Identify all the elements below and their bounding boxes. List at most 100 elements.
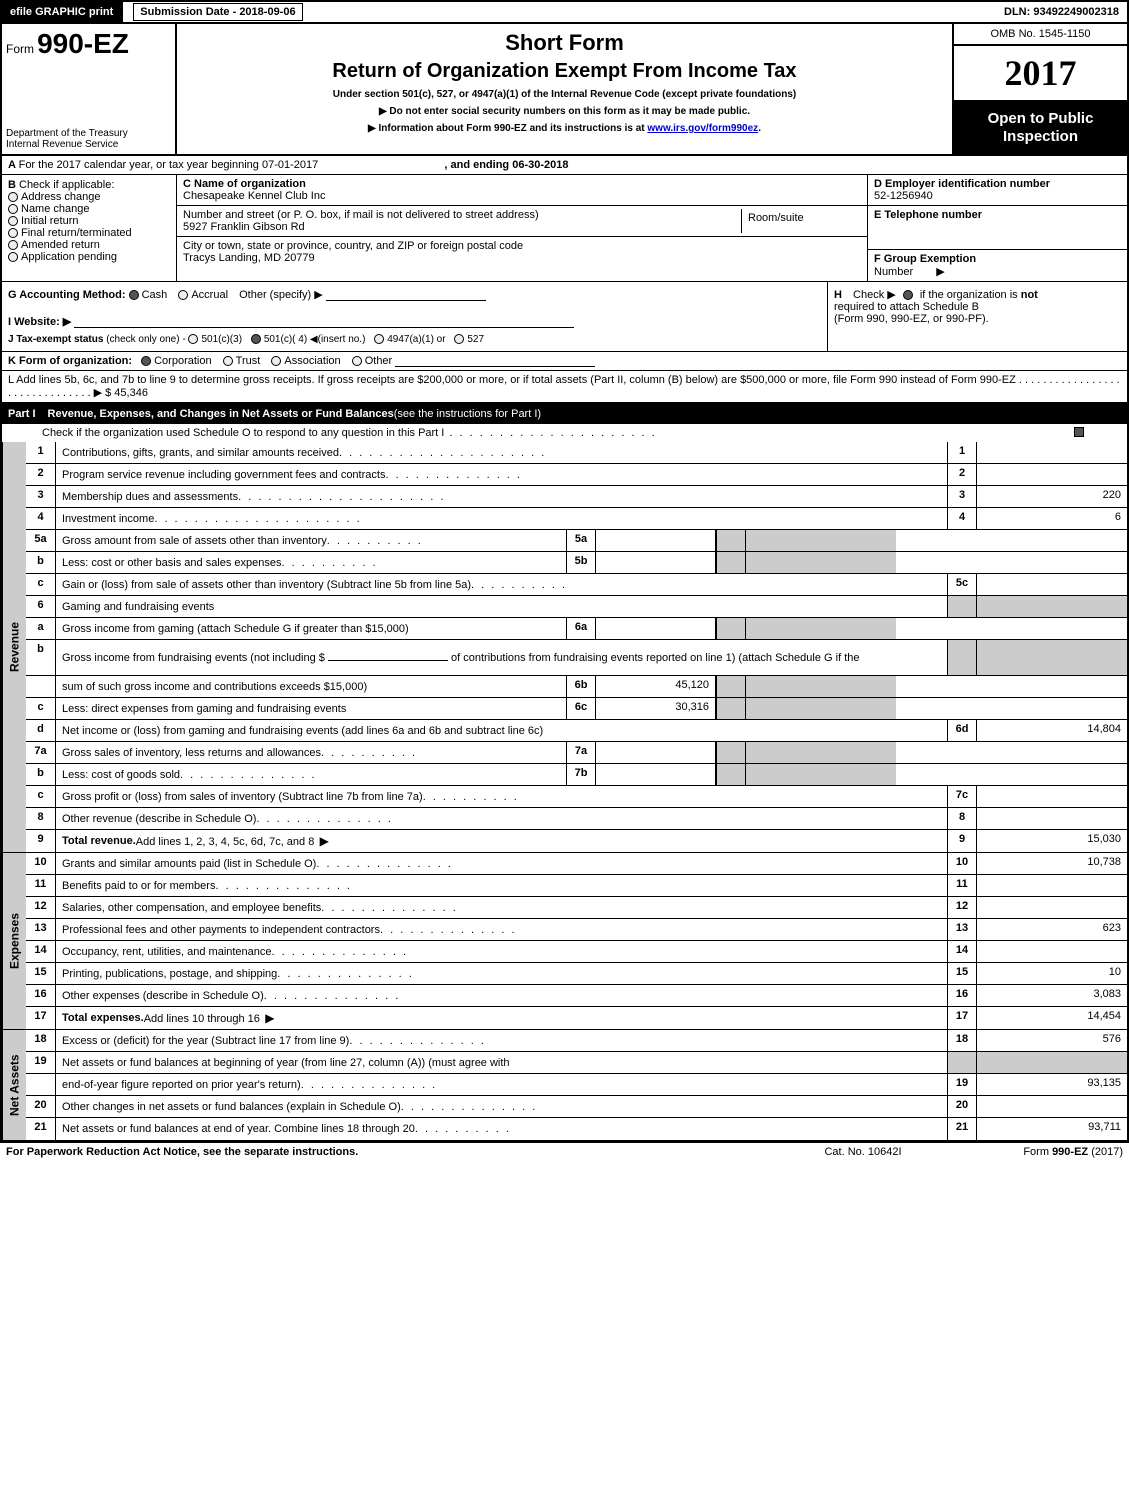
chk-address-change[interactable]: [8, 192, 18, 202]
ln-7b-snum: 7b: [566, 764, 596, 785]
chk-schedule-b[interactable]: [903, 290, 913, 300]
ln-18-desc: Excess or (deficit) for the year (Subtra…: [56, 1030, 947, 1051]
ln-4-num: 4: [26, 508, 56, 529]
room-suite: Room/suite: [741, 209, 861, 233]
chk-schedule-o[interactable]: [1074, 427, 1084, 437]
ln-5c-desc: Gain or (loss) from sale of assets other…: [56, 574, 947, 595]
ln-5c-val: [977, 574, 1127, 595]
ln-6b-rnum: [947, 640, 977, 675]
chk-501c3[interactable]: [188, 334, 198, 344]
chk-501c[interactable]: [251, 334, 261, 344]
footer-left: For Paperwork Reduction Act Notice, see …: [6, 1146, 763, 1158]
line-i: I Website: ▶: [8, 315, 821, 328]
ln-6b2-val: [746, 676, 896, 697]
part-i-check-text: Check if the organization used Schedule …: [42, 427, 657, 439]
part-i-check-row: Check if the organization used Schedule …: [0, 424, 1129, 442]
form-header: Form 990-EZ Department of the Treasury I…: [0, 24, 1129, 156]
ln-20-val: [977, 1096, 1127, 1117]
b-opt-1: Name change: [21, 203, 90, 215]
ln-6b2-desc: sum of such gross income and contributio…: [56, 676, 566, 697]
ln-3-desc: Membership dues and assessments: [56, 486, 947, 507]
form990ez-link[interactable]: www.irs.gov/form990ez: [647, 123, 758, 134]
b-opt-2: Initial return: [21, 215, 78, 227]
chk-cash[interactable]: [129, 290, 139, 300]
chk-4947[interactable]: [374, 334, 384, 344]
chk-527[interactable]: [454, 334, 464, 344]
ln-4-val: 6: [977, 508, 1127, 529]
ln-19-num: 19: [26, 1052, 56, 1073]
ln-3-num: 3: [26, 486, 56, 507]
c-street-row: Number and street (or P. O. box, if mail…: [177, 206, 867, 237]
row-4: 4 Investment income 4 6: [26, 508, 1127, 530]
part-i-header: Part I Revenue, Expenses, and Changes in…: [0, 404, 1129, 424]
ln-5c-num: c: [26, 574, 56, 595]
ln-12-num: 12: [26, 897, 56, 918]
chk-initial-return[interactable]: [8, 216, 18, 226]
c-name-row: C Name of organization Chesapeake Kennel…: [177, 175, 867, 206]
ln-17-rnum: 17: [947, 1007, 977, 1029]
ln-6-val: [977, 596, 1127, 617]
c-name-label: C Name of organization: [183, 178, 861, 190]
c-street-label: Number and street (or P. O. box, if mail…: [183, 209, 741, 221]
ln-19b-desc: end-of-year figure reported on prior yea…: [56, 1074, 947, 1095]
header-middle: Short Form Return of Organization Exempt…: [177, 24, 952, 154]
footer-right-post: (2017): [1091, 1146, 1123, 1158]
part-i-note: (see the instructions for Part I): [394, 408, 541, 420]
h-text1: Check ▶: [853, 289, 896, 301]
row-9: 9 Total revenue. Add lines 1, 2, 3, 4, 5…: [26, 830, 1127, 852]
chk-application-pending[interactable]: [8, 252, 18, 262]
g-other-input[interactable]: [326, 300, 486, 301]
ln-5b-snum: 5b: [566, 552, 596, 573]
k-opt-2: Association: [284, 355, 340, 367]
i-label: I Website: ▶: [8, 316, 71, 328]
e-label: E Telephone number: [874, 209, 1121, 221]
ln-7c-num: c: [26, 786, 56, 807]
ln-6b-rval: [977, 640, 1127, 675]
g-opt-1: Accrual: [191, 289, 228, 301]
efile-print-button[interactable]: efile GRAPHIC print: [2, 2, 123, 22]
ln-6b-post: of contributions from fundraising events…: [451, 652, 859, 664]
b-opt-4: Amended return: [21, 239, 100, 251]
row-1: 1 Contributions, gifts, grants, and simi…: [26, 442, 1127, 464]
line-l: L Add lines 5b, 6c, and 7b to line 9 to …: [2, 371, 1127, 402]
chk-accrual[interactable]: [178, 290, 188, 300]
ln-16-val: 3,083: [977, 985, 1127, 1006]
ln-2-rnum: 2: [947, 464, 977, 485]
chk-corporation[interactable]: [141, 356, 151, 366]
gh-block: G Accounting Method: Cash Accrual Other …: [2, 282, 1127, 352]
ln-6d-num: d: [26, 720, 56, 741]
chk-final-return[interactable]: [8, 228, 18, 238]
dept-block: Department of the Treasury Internal Reve…: [6, 128, 171, 150]
org-city: Tracys Landing, MD 20779: [183, 252, 861, 264]
top-bar: efile GRAPHIC print Submission Date - 20…: [0, 0, 1129, 24]
row-7b: b Less: cost of goods sold 7b: [26, 764, 1127, 786]
open-public-2: Inspection: [962, 128, 1119, 146]
chk-other-org[interactable]: [352, 356, 362, 366]
row-21: 21 Net assets or fund balances at end of…: [26, 1118, 1127, 1140]
ln-13-val: 623: [977, 919, 1127, 940]
chk-name-change[interactable]: [8, 204, 18, 214]
ln-1-num: 1: [26, 442, 56, 463]
ln-11-desc: Benefits paid to or for members: [56, 875, 947, 896]
k-other-input[interactable]: [395, 366, 595, 367]
ln-15-rnum: 15: [947, 963, 977, 984]
ln-9-label: Total revenue.: [62, 835, 136, 847]
ln-13-num: 13: [26, 919, 56, 940]
ln-19a-rnum: [947, 1052, 977, 1073]
ln-8-rnum: 8: [947, 808, 977, 829]
chk-amended-return[interactable]: [8, 240, 18, 250]
ln-2-val: [977, 464, 1127, 485]
ln-6b-input[interactable]: [328, 660, 448, 661]
website-input[interactable]: [74, 327, 574, 328]
row-19b: end-of-year figure reported on prior yea…: [26, 1074, 1127, 1096]
chk-trust[interactable]: [223, 356, 233, 366]
row-13: 13 Professional fees and other payments …: [26, 919, 1127, 941]
l-value: $ 45,346: [105, 387, 148, 399]
ln-6a-rnum: [716, 618, 746, 639]
ln-7b-num: b: [26, 764, 56, 785]
bullet-info-pre: ▶ Information about Form 990-EZ and its …: [368, 123, 647, 134]
section-af: A For the 2017 calendar year, or tax yea…: [0, 156, 1129, 404]
ln-7a-sval: [596, 742, 716, 763]
ln-3-val: 220: [977, 486, 1127, 507]
chk-association[interactable]: [271, 356, 281, 366]
